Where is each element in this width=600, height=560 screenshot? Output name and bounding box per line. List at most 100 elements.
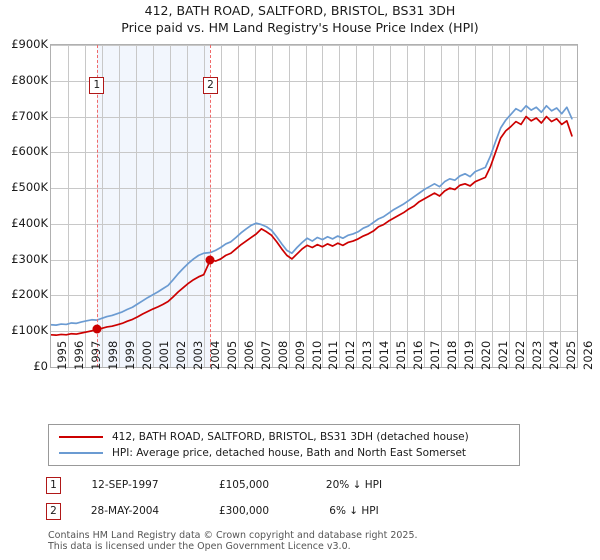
transaction-point-marker — [92, 324, 102, 334]
gridline-horizontal — [51, 188, 577, 189]
footer-line-1: Contains HM Land Registry data © Crown c… — [48, 530, 418, 541]
x-axis-tick-label: 2003 — [190, 340, 205, 370]
legend-item-property: 412, BATH ROAD, SALTFORD, BRISTOL, BS31 … — [55, 429, 513, 445]
gridline-vertical — [441, 45, 442, 367]
gridline-vertical — [272, 45, 273, 367]
x-axis-tick-label: 2023 — [530, 340, 545, 370]
y-axis-tick-label: £500K — [11, 180, 48, 195]
legend-swatch-property-icon — [59, 436, 103, 438]
x-axis-tick-label: 2006 — [241, 340, 256, 370]
gridline-vertical — [153, 45, 154, 367]
transaction-row[interactable]: 1 12-SEP-1997 £105,000 20% ↓ HPI — [46, 474, 466, 496]
gridline-vertical — [322, 45, 323, 367]
x-axis-tick-label: 2009 — [292, 340, 307, 370]
gridline-vertical — [560, 45, 561, 367]
series-line-property — [51, 115, 573, 337]
transaction-badge: 2 — [46, 502, 61, 520]
y-axis-tick-label: £0 — [33, 359, 48, 373]
x-axis-tick-label: 2021 — [496, 340, 511, 370]
copyright-footer: Contains HM Land Registry data © Crown c… — [48, 530, 568, 552]
gridline-vertical — [170, 45, 171, 367]
transaction-hpi-delta: 6% ↓ HPI — [329, 505, 379, 517]
gridline-horizontal — [51, 45, 577, 46]
x-axis-tick-label: 2004 — [207, 340, 222, 370]
gridline-vertical — [458, 45, 459, 367]
y-axis-tick-label: £600K — [11, 144, 48, 159]
x-axis-tick-label: 2011 — [326, 340, 341, 370]
x-axis-tick-label: 2015 — [394, 340, 409, 370]
gridline-horizontal — [51, 117, 577, 118]
transaction-point-marker — [205, 255, 215, 265]
gridline-vertical — [255, 45, 256, 367]
y-axis-tick-label: £900K — [11, 37, 48, 51]
gridline-vertical — [577, 45, 578, 367]
x-axis-tick-label: 1997 — [88, 340, 103, 370]
gridline-vertical — [85, 45, 86, 367]
x-axis-tick-label: 2008 — [275, 340, 290, 370]
gridline-vertical — [238, 45, 239, 367]
transaction-marker-line — [210, 45, 212, 367]
gridline-horizontal — [51, 331, 577, 332]
gridline-vertical — [509, 45, 510, 367]
page-title: 412, BATH ROAD, SALTFORD, BRISTOL, BS31 … — [144, 3, 456, 18]
gridline-vertical — [204, 45, 205, 367]
gridline-vertical — [543, 45, 544, 367]
legend-label-hpi: HPI: Average price, detached house, Bath… — [112, 447, 467, 459]
gridline-vertical — [356, 45, 357, 367]
legend-label-property: 412, BATH ROAD, SALTFORD, BRISTOL, BS31 … — [112, 431, 469, 443]
legend-item-hpi: HPI: Average price, detached house, Bath… — [55, 445, 513, 461]
y-axis-tick-label: £400K — [11, 215, 48, 230]
chart-series-layer — [51, 104, 573, 337]
gridline-vertical — [136, 45, 137, 367]
gridline-vertical — [475, 45, 476, 367]
y-axis-tick-label: £100K — [11, 323, 48, 338]
x-axis-tick-label: 1999 — [122, 340, 137, 370]
x-axis-tick-label: 2016 — [411, 340, 426, 370]
transaction-row[interactable]: 2 28-MAY-2004 £300,000 6% ↓ HPI — [46, 500, 466, 522]
x-axis-tick-label: 2018 — [445, 340, 460, 370]
footer-line-2: This data is licensed under the Open Gov… — [48, 541, 351, 552]
transaction-date: 28-MAY-2004 — [90, 505, 160, 517]
x-axis-tick-label: 2017 — [428, 340, 443, 370]
gridline-vertical — [424, 45, 425, 367]
x-axis-tick-label: 2022 — [513, 340, 528, 370]
page-subtitle: Price paid vs. HM Land Registry's House … — [121, 20, 479, 35]
transaction-hpi-delta: 20% ↓ HPI — [325, 479, 383, 491]
series-line-hpi — [51, 104, 573, 326]
x-axis-tick-label: 2007 — [258, 340, 273, 370]
title-block: 412, BATH ROAD, SALTFORD, BRISTOL, BS31 … — [0, 2, 600, 36]
gridline-vertical — [390, 45, 391, 367]
x-axis-tick-label: 2026 — [581, 340, 595, 370]
gridline-vertical — [102, 45, 103, 367]
x-axis-tick-label: 2020 — [479, 340, 494, 370]
x-axis-tick-label: 2002 — [173, 340, 188, 370]
x-axis-tick-label: 2025 — [564, 340, 579, 370]
x-axis-tick-label: 2013 — [360, 340, 375, 370]
transaction-marker-badge[interactable]: 1 — [89, 77, 105, 94]
gridline-horizontal — [51, 295, 577, 296]
x-axis-tick-label: 2012 — [343, 340, 358, 370]
transaction-badge: 1 — [46, 476, 61, 494]
gridline-vertical — [187, 45, 188, 367]
x-axis-tick-label: 2024 — [547, 340, 562, 370]
gridline-vertical — [407, 45, 408, 367]
transaction-marker-badge[interactable]: 2 — [202, 77, 218, 94]
x-axis-tick-label: 1996 — [71, 340, 86, 370]
y-axis-tick-label: £300K — [11, 251, 48, 266]
legend-swatch-hpi-icon — [59, 452, 103, 454]
transaction-price: £105,000 — [218, 479, 270, 491]
gridline-vertical — [492, 45, 493, 367]
x-axis-tick-label: 2005 — [224, 340, 239, 370]
gridline-vertical — [526, 45, 527, 367]
x-axis-tick-label: 2010 — [309, 340, 324, 370]
gridline-horizontal — [51, 224, 577, 225]
gridline-horizontal — [51, 81, 577, 82]
gridline-vertical — [119, 45, 120, 367]
x-axis-tick-label: 1998 — [105, 340, 120, 370]
gridline-vertical — [373, 45, 374, 367]
y-axis-tick-label: £200K — [11, 287, 48, 302]
gridline-vertical — [68, 45, 69, 367]
transaction-date: 12-SEP-1997 — [91, 479, 159, 491]
